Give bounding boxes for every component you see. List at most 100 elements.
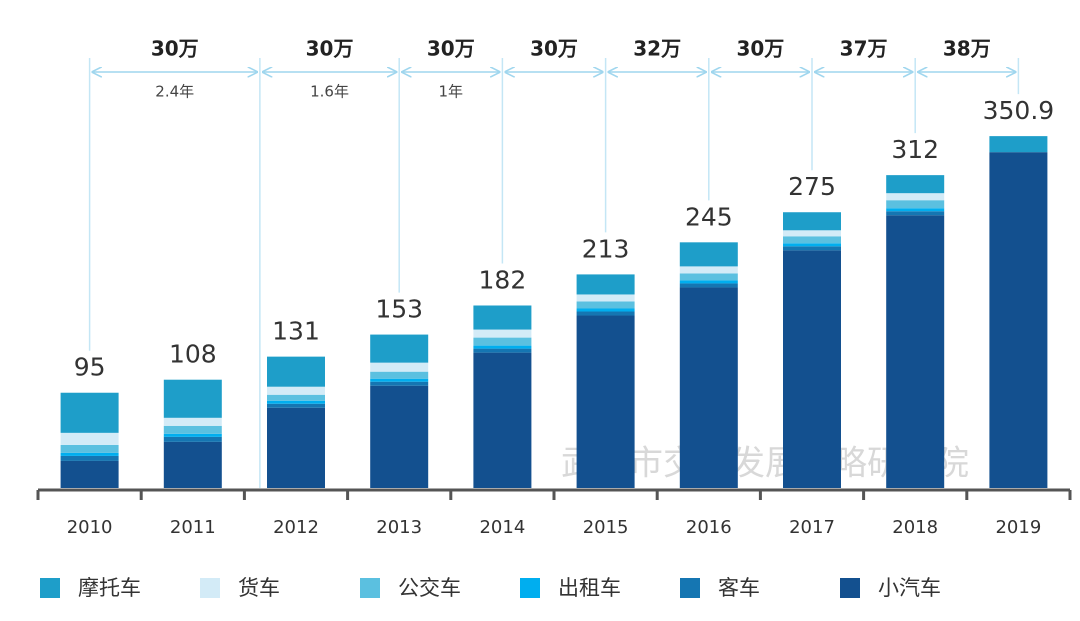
x-tick-label: 2018 — [892, 517, 938, 538]
total-label: 312 — [891, 135, 939, 164]
increment-label: 30万 — [736, 37, 784, 61]
bar-segment — [370, 381, 429, 386]
legend-swatch — [520, 578, 540, 598]
bar-segment — [370, 362, 429, 372]
bar-segment — [267, 386, 325, 395]
x-tick-label: 2019 — [995, 517, 1041, 538]
increment-label: 37万 — [840, 37, 888, 61]
bar-segment — [576, 315, 635, 488]
increment-label: 32万 — [633, 37, 681, 61]
bar-segment — [989, 136, 1048, 153]
bar-segment — [679, 242, 738, 267]
bar-segment — [370, 371, 429, 379]
x-tick-label: 2011 — [170, 517, 216, 538]
bar-segment — [473, 348, 532, 353]
bar-segment — [163, 433, 222, 437]
bar-segment — [473, 329, 532, 338]
total-label: 131 — [272, 317, 320, 346]
bar-segment — [370, 385, 429, 488]
bar-segment — [783, 230, 841, 237]
bar-segment — [576, 301, 635, 309]
bar-segment — [886, 193, 945, 201]
interval-years: 1.6年 — [310, 83, 349, 101]
interval-years: 2.4年 — [155, 83, 194, 101]
bar-segment — [60, 392, 119, 433]
legend-swatch — [840, 578, 860, 598]
x-tick-label: 2015 — [583, 517, 629, 538]
total-label: 108 — [169, 340, 217, 369]
legend-label: 公交车 — [398, 576, 461, 600]
bar-segment — [267, 356, 325, 387]
bar-segment — [60, 460, 119, 488]
bar-segment — [370, 378, 429, 382]
bar-segment — [370, 334, 429, 363]
bar-segment — [783, 212, 841, 231]
bar-segment — [267, 400, 325, 404]
total-label: 275 — [788, 172, 836, 201]
total-label: 213 — [582, 234, 630, 263]
bar-segment — [60, 455, 119, 461]
x-tick-label: 2013 — [376, 517, 422, 538]
total-label: 95 — [74, 353, 106, 382]
bar-segment — [679, 287, 738, 488]
bar-segment — [267, 403, 325, 408]
bar-segment — [576, 294, 635, 302]
bar-segment — [473, 352, 532, 488]
bar-segment — [783, 243, 841, 247]
bar-segment — [163, 441, 222, 488]
interval-years: 1年 — [439, 83, 464, 101]
increment-label: 30万 — [427, 37, 475, 61]
x-tick-label: 2010 — [67, 517, 113, 538]
bar-segment — [886, 200, 945, 209]
bar-segment — [163, 436, 222, 442]
bar-segment — [267, 394, 325, 401]
bar-segment — [267, 407, 325, 488]
increment-label: 30万 — [306, 37, 354, 61]
legend-swatch — [680, 578, 700, 598]
x-tick-label: 2014 — [479, 517, 525, 538]
bar-segment — [60, 444, 119, 453]
legend-label: 摩托车 — [78, 576, 141, 600]
increment-label: 38万 — [943, 37, 991, 61]
bar-segment — [473, 305, 532, 330]
bar-segment — [886, 175, 945, 194]
bar-segment — [886, 211, 945, 216]
bar-segment — [989, 152, 1048, 488]
bar-segment — [473, 345, 532, 349]
total-label: 350.9 — [983, 96, 1055, 125]
legend-label: 货车 — [238, 576, 280, 600]
total-label: 182 — [479, 265, 527, 294]
legend-swatch — [360, 578, 380, 598]
legend-label: 出租车 — [558, 576, 621, 600]
increment-label: 30万 — [151, 37, 199, 61]
bar-segment — [163, 417, 222, 426]
bar-segment — [783, 236, 841, 244]
bar-segment — [783, 250, 841, 488]
x-tick-label: 2012 — [273, 517, 319, 538]
bar-segment — [60, 452, 119, 456]
bar-segment — [886, 215, 945, 488]
increment-label: 30万 — [530, 37, 578, 61]
bar-segment — [576, 311, 635, 316]
bar-segment — [783, 246, 841, 251]
bar-segment — [60, 432, 119, 445]
total-label: 245 — [685, 202, 733, 231]
bar-segment — [679, 283, 738, 288]
legend-label: 小汽车 — [878, 576, 941, 600]
legend-swatch — [200, 578, 220, 598]
bar-segment — [576, 308, 635, 312]
x-tick-label: 2017 — [789, 517, 835, 538]
bar-segment — [473, 337, 532, 346]
bar-segment — [163, 379, 222, 418]
bar-segment — [576, 274, 635, 295]
bar-segment — [679, 266, 738, 274]
x-tick-label: 2016 — [686, 517, 732, 538]
bar-segment — [679, 280, 738, 284]
total-label: 153 — [375, 295, 423, 324]
bar-segment — [886, 208, 945, 212]
bar-segment — [679, 273, 738, 281]
legend-label: 客车 — [718, 576, 760, 600]
bar-segment — [163, 425, 222, 434]
legend-swatch — [40, 578, 60, 598]
